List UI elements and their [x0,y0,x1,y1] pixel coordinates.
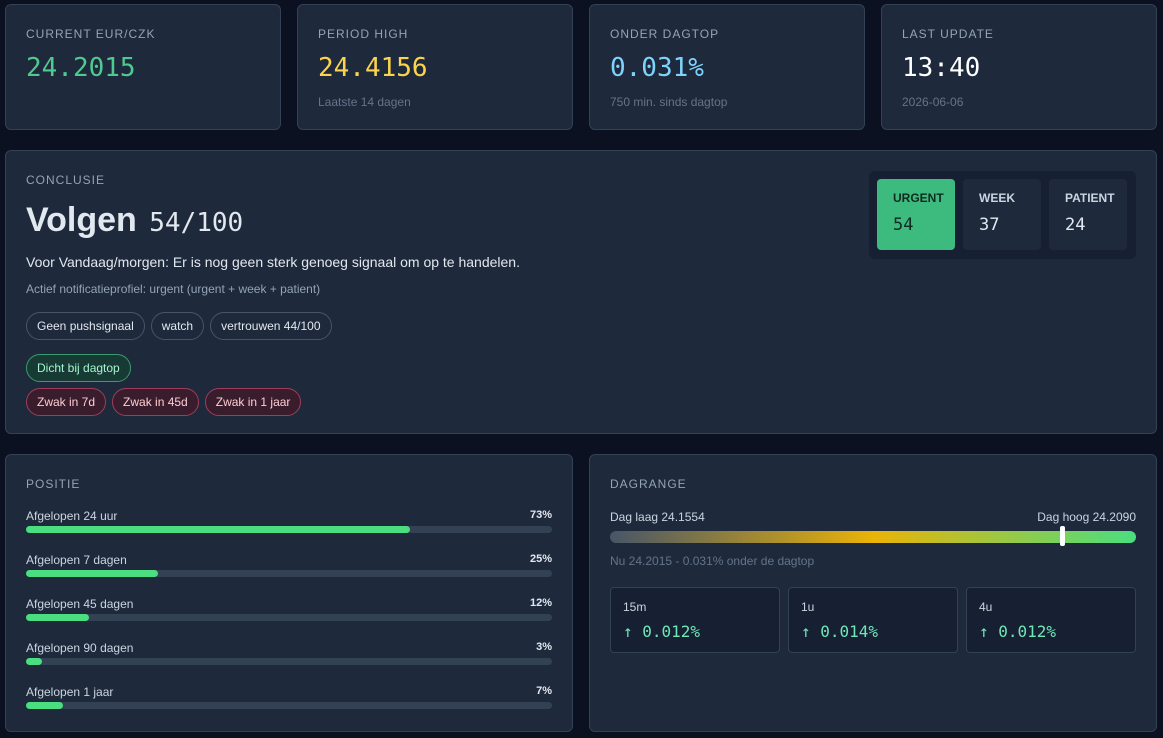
change-label: 4u [979,600,993,614]
change-value: ↑ 0.012% [623,622,701,641]
row-value: 12% [529,597,552,609]
score-box: WEEK 37 [963,179,1041,250]
row-label: Afgelopen 24 uur [26,509,118,523]
row-value: 25% [529,553,552,565]
tag: Dicht bij dagtop [26,354,131,382]
change-value: ↑ 0.012% [979,622,1057,641]
stat-label: LAST UPDATE [902,27,994,41]
row-label: Afgelopen 1 jaar [26,685,114,699]
tag: watch [150,312,205,340]
tag: Zwak in 45d [112,388,199,416]
change-label: 15m [623,600,647,614]
tags: Zwak in 7d Zwak in 45d Zwak in 1 jaar [26,388,307,416]
row-label: Afgelopen 45 dagen [26,597,134,611]
range-low: Dag laag 24.1554 [610,510,705,524]
stat-label: PERIOD HIGH [318,27,409,41]
position-row: Afgelopen 1 jaar 7% [26,685,552,711]
score-value: 37 [979,215,1000,235]
bar-track [26,702,552,709]
bar-fill [26,570,158,577]
section-label: POSITIE [26,477,81,491]
stat-card: CURRENT EUR/CZK 24.2015 [5,4,281,130]
stat-card: ONDER DAGTOP 0.031% 750 min. sinds dagto… [589,4,865,130]
score-box: URGENT 54 [877,179,955,250]
position-row: Afgelopen 7 dagen 25% [26,553,552,579]
score-box: PATIENT 24 [1049,179,1127,250]
score-value: 54 [893,215,914,235]
change-label: 1u [801,600,815,614]
stat-label: ONDER DAGTOP [610,27,720,41]
row-value: 3% [536,641,552,653]
row-label: Afgelopen 90 dagen [26,641,134,655]
positie-card: POSITIE Afgelopen 24 uur 73% Afgelopen 7 da… [5,454,573,732]
row-value: 7% [536,685,552,697]
stat-sub: 2026-06-06 [902,95,964,109]
bar-fill [26,658,42,665]
bar-fill [26,702,63,709]
score: 54/100 [149,208,244,238]
score-label: WEEK [979,191,1015,205]
stat-value: 0.031% [610,53,704,83]
stat-sub: Laatste 14 dagen [318,95,411,109]
position-row: Afgelopen 45 dagen 12% [26,597,552,623]
bar-fill [26,526,410,533]
summary: Voor Vandaag/morgen: Er is nog geen ster… [26,254,520,270]
stat-card: LAST UPDATE 13:40 2026-06-06 [881,4,1157,130]
bar-track [26,658,552,665]
position-row: Afgelopen 24 uur 73% [26,509,552,535]
stat-value: 24.2015 [26,53,136,83]
row-value: 73% [529,509,552,521]
bar-track [26,570,552,577]
stat-sub: 750 min. sinds dagtop [610,95,728,109]
profile: Actief notificatieprofiel: urgent (urgen… [26,282,321,296]
score-panel: URGENT 54 WEEK 37 PATIENT 24 [869,171,1136,259]
stat-label: CURRENT EUR/CZK [26,27,156,41]
bar-track [26,526,552,533]
change-box: 1u ↑ 0.014% [788,587,958,653]
range-bar [610,526,1136,546]
conclusie-card: CONCLUSIE Volgen 54/100 Voor Vandaag/mor… [5,150,1157,434]
range-now: Nu 24.2015 - 0.031% onder de dagtop [610,554,815,568]
range-high: Dag hoog 24.2090 [1037,510,1136,524]
change-box: 15m ↑ 0.012% [610,587,780,653]
stat-card: PERIOD HIGH 24.4156 Laatste 14 dagen [297,4,573,130]
range-marker [1060,526,1066,546]
dagrange-card: DAGRANGE Dag laag 24.1554 Dag hoog 24.20… [589,454,1157,732]
tag: Zwak in 7d [26,388,107,416]
score-label: PATIENT [1065,191,1115,205]
section-label: CONCLUSIE [26,173,106,187]
stat-value: 24.4156 [318,53,428,83]
row-label: Afgelopen 7 dagen [26,553,127,567]
verdict: Volgen [26,201,137,239]
tags: Geen pushsignaal watch vertrouwen 44/100 [26,312,338,340]
bar-fill [26,614,90,621]
tag: Geen pushsignaal [26,312,145,340]
change-value: ↑ 0.014% [801,622,879,641]
bar-track [26,614,552,621]
tag: vertrouwen 44/100 [210,312,332,340]
tags: Dicht bij dagtop [26,354,137,382]
score-label: URGENT [893,191,944,205]
change-box: 4u ↑ 0.012% [966,587,1136,653]
heading: Volgen 54/100 [26,201,243,240]
position-row: Afgelopen 90 dagen 3% [26,641,552,667]
tag: Zwak in 1 jaar [204,388,302,416]
section-label: DAGRANGE [610,477,687,491]
stat-value: 13:40 [902,53,981,83]
score-value: 24 [1065,215,1086,235]
